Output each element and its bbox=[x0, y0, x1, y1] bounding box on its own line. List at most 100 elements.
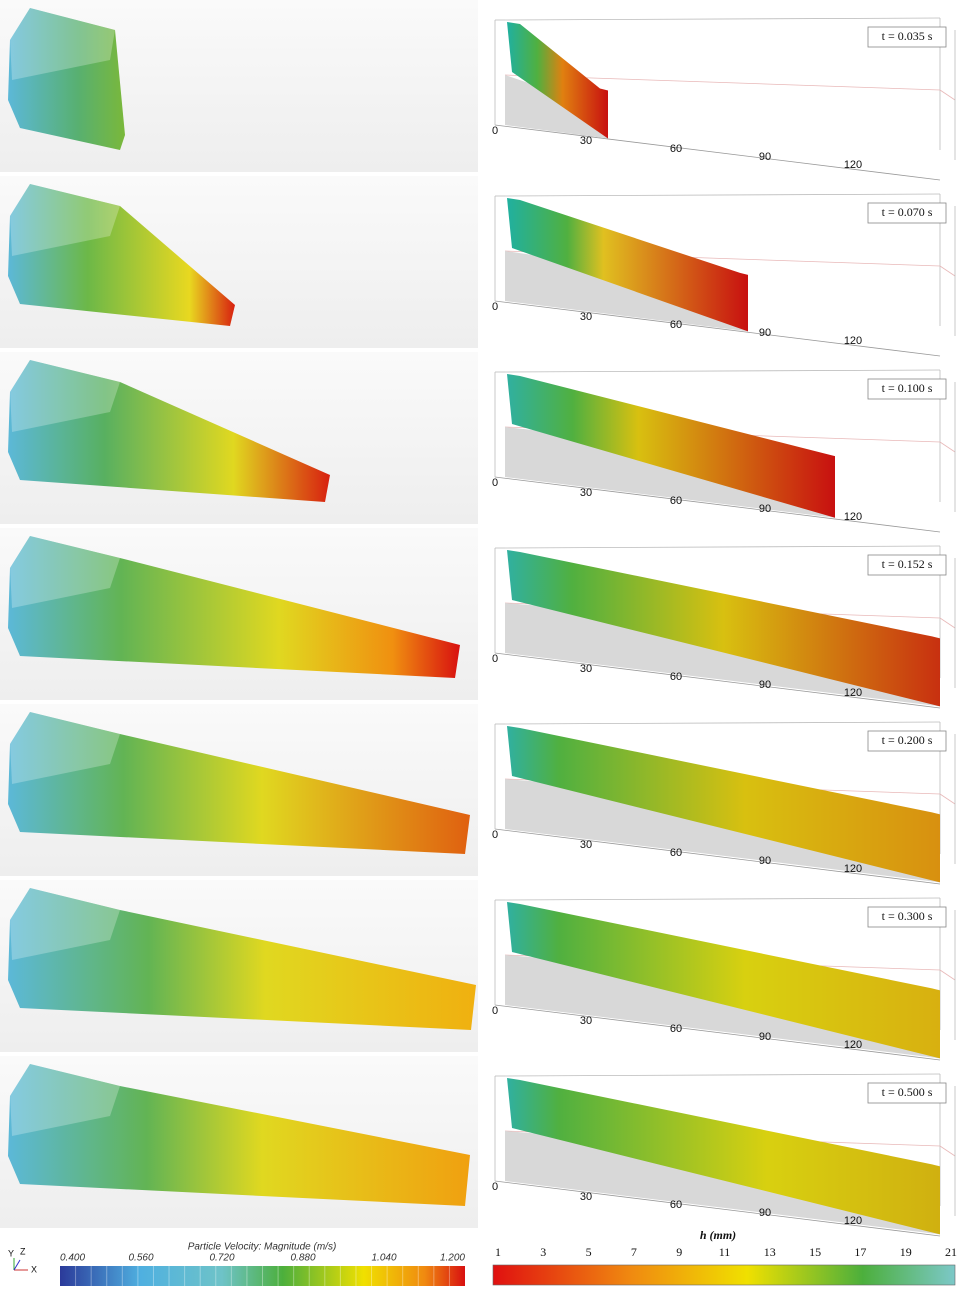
time-label: t = 0.200 s bbox=[882, 733, 933, 747]
box-edge bbox=[494, 1180, 941, 1237]
particle-pile bbox=[8, 536, 460, 678]
axis-tick-label: 30 bbox=[580, 311, 592, 323]
legend-label: 3 bbox=[540, 1245, 546, 1259]
axis-tick-label: 60 bbox=[670, 495, 682, 507]
legend-title: h (mm) bbox=[700, 1228, 736, 1242]
pile-shade bbox=[10, 1064, 120, 1136]
particle-pile bbox=[8, 888, 476, 1030]
axis-tick-label: 30 bbox=[580, 1191, 592, 1203]
water-surface bbox=[507, 1078, 940, 1235]
color-bar bbox=[492, 1264, 956, 1286]
legend-label: 9 bbox=[676, 1245, 682, 1259]
legend-label: 0.560 bbox=[128, 1253, 153, 1264]
legend-label: 0.880 bbox=[290, 1253, 315, 1264]
pile-shade bbox=[10, 360, 120, 432]
pile-shade bbox=[10, 536, 120, 608]
axis-tick-label: 120 bbox=[844, 335, 862, 347]
time-box bbox=[867, 906, 947, 928]
water-surface bbox=[507, 726, 940, 883]
box-edge bbox=[494, 124, 941, 181]
legend-label: 0.400 bbox=[60, 1253, 85, 1264]
legend-label: 15 bbox=[809, 1245, 821, 1259]
triad-axis bbox=[13, 1259, 21, 1271]
time-label: t = 0.152 s bbox=[882, 557, 933, 571]
pile-shade bbox=[10, 888, 120, 960]
box-edge bbox=[939, 265, 956, 277]
box-edge bbox=[939, 969, 956, 981]
pile-shade bbox=[10, 184, 120, 256]
legend-label: 7 bbox=[631, 1245, 637, 1259]
triad-label: Y bbox=[8, 1248, 14, 1258]
axis-tick-label: 90 bbox=[759, 503, 771, 515]
axis-tick-label: 30 bbox=[580, 1015, 592, 1027]
time-label: t = 0.300 s bbox=[882, 909, 933, 923]
axis-tick-label: 120 bbox=[844, 1215, 862, 1227]
surface-shadow bbox=[505, 251, 748, 332]
box-edge bbox=[939, 89, 956, 101]
axis-tick-label: 0 bbox=[492, 477, 498, 489]
water-surface bbox=[507, 374, 835, 518]
axis-tick-label: 0 bbox=[492, 1181, 498, 1193]
legend-label: 5 bbox=[586, 1245, 592, 1259]
triad-label: Z bbox=[20, 1246, 26, 1256]
axis-tick-label: 120 bbox=[844, 863, 862, 875]
legend-label: 13 bbox=[764, 1245, 776, 1259]
time-box bbox=[867, 202, 947, 224]
legend-label: 17 bbox=[854, 1245, 866, 1259]
time-box bbox=[867, 1082, 947, 1104]
axis-tick-label: 0 bbox=[492, 125, 498, 137]
axis-tick-label: 90 bbox=[759, 1031, 771, 1043]
legend-label: 1.200 bbox=[440, 1253, 465, 1264]
color-bar bbox=[60, 1266, 465, 1286]
particle-pile bbox=[8, 184, 235, 326]
surface-shadow bbox=[505, 779, 940, 883]
box-edge bbox=[504, 1073, 941, 1077]
axis-tick-label: 30 bbox=[580, 135, 592, 147]
box-edge bbox=[494, 652, 941, 709]
surface-shadow bbox=[505, 955, 940, 1059]
axis-tick-label: 0 bbox=[492, 829, 498, 841]
axis-tick-label: 120 bbox=[844, 1039, 862, 1051]
box-edge bbox=[939, 441, 956, 453]
axis-tick-label: 30 bbox=[580, 663, 592, 675]
box-edge bbox=[939, 617, 956, 629]
box-edge bbox=[504, 897, 941, 901]
axis-tick-label: 90 bbox=[759, 327, 771, 339]
time-label: t = 0.500 s bbox=[882, 1085, 933, 1099]
box-edge bbox=[939, 1145, 956, 1157]
box-edge bbox=[494, 476, 941, 533]
time-box bbox=[867, 730, 947, 752]
axis-tick-label: 120 bbox=[844, 687, 862, 699]
particle-pile bbox=[8, 712, 470, 854]
axis-tick-label: 60 bbox=[670, 847, 682, 859]
legend-label: 1 bbox=[495, 1245, 501, 1259]
surface-shadow bbox=[505, 1131, 940, 1235]
particle-pile bbox=[8, 1064, 470, 1206]
pile-shade bbox=[10, 712, 120, 784]
time-box bbox=[867, 554, 947, 576]
box-edge bbox=[504, 369, 941, 373]
box-edge bbox=[494, 1004, 941, 1061]
legend-title: Particle Velocity: Magnitude (m/s) bbox=[188, 1242, 337, 1253]
surface-shadow bbox=[505, 603, 940, 707]
box-edge bbox=[504, 545, 941, 549]
legend-label: 21 bbox=[945, 1245, 957, 1259]
legend-label: 1.040 bbox=[371, 1253, 396, 1264]
axis-tick-label: 120 bbox=[844, 511, 862, 523]
axis-tick-label: 90 bbox=[759, 679, 771, 691]
axis-tick-label: 120 bbox=[844, 159, 862, 171]
box-edge bbox=[504, 17, 941, 21]
legend-label: 0.720 bbox=[209, 1253, 234, 1264]
time-label: t = 0.100 s bbox=[882, 381, 933, 395]
box-edge bbox=[504, 193, 941, 197]
water-surface bbox=[507, 902, 940, 1059]
time-label: t = 0.035 s bbox=[882, 29, 933, 43]
axis-tick-label: 60 bbox=[670, 1199, 682, 1211]
box-edge bbox=[494, 300, 941, 357]
axis-tick-label: 60 bbox=[670, 143, 682, 155]
particle-pile bbox=[8, 360, 330, 502]
axis-tick-label: 0 bbox=[492, 301, 498, 313]
axis-tick-label: 0 bbox=[492, 653, 498, 665]
